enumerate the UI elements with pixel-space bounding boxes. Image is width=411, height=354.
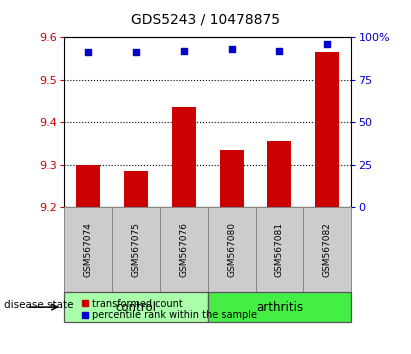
Point	[132, 50, 139, 55]
Text: GSM567075: GSM567075	[131, 222, 140, 277]
Point	[324, 41, 331, 47]
Bar	[124, 171, 148, 207]
Text: GSM567080: GSM567080	[227, 222, 236, 277]
Text: arthritis: arthritis	[256, 301, 303, 314]
Text: control: control	[115, 301, 156, 314]
Text: GDS5243 / 10478875: GDS5243 / 10478875	[131, 12, 280, 27]
Bar	[76, 165, 100, 207]
Point	[228, 46, 235, 52]
Text: GSM567074: GSM567074	[83, 222, 92, 277]
Bar	[172, 107, 196, 207]
Bar	[315, 52, 339, 207]
Point	[84, 50, 91, 55]
Point	[180, 48, 187, 53]
Text: GSM567082: GSM567082	[323, 222, 332, 277]
Text: GSM567081: GSM567081	[275, 222, 284, 277]
Legend: transformed count, percentile rank within the sample: transformed count, percentile rank withi…	[77, 295, 261, 324]
Point	[276, 48, 283, 53]
Text: disease state: disease state	[4, 300, 74, 310]
Bar	[219, 150, 243, 207]
Bar	[268, 141, 291, 207]
Text: GSM567076: GSM567076	[179, 222, 188, 277]
